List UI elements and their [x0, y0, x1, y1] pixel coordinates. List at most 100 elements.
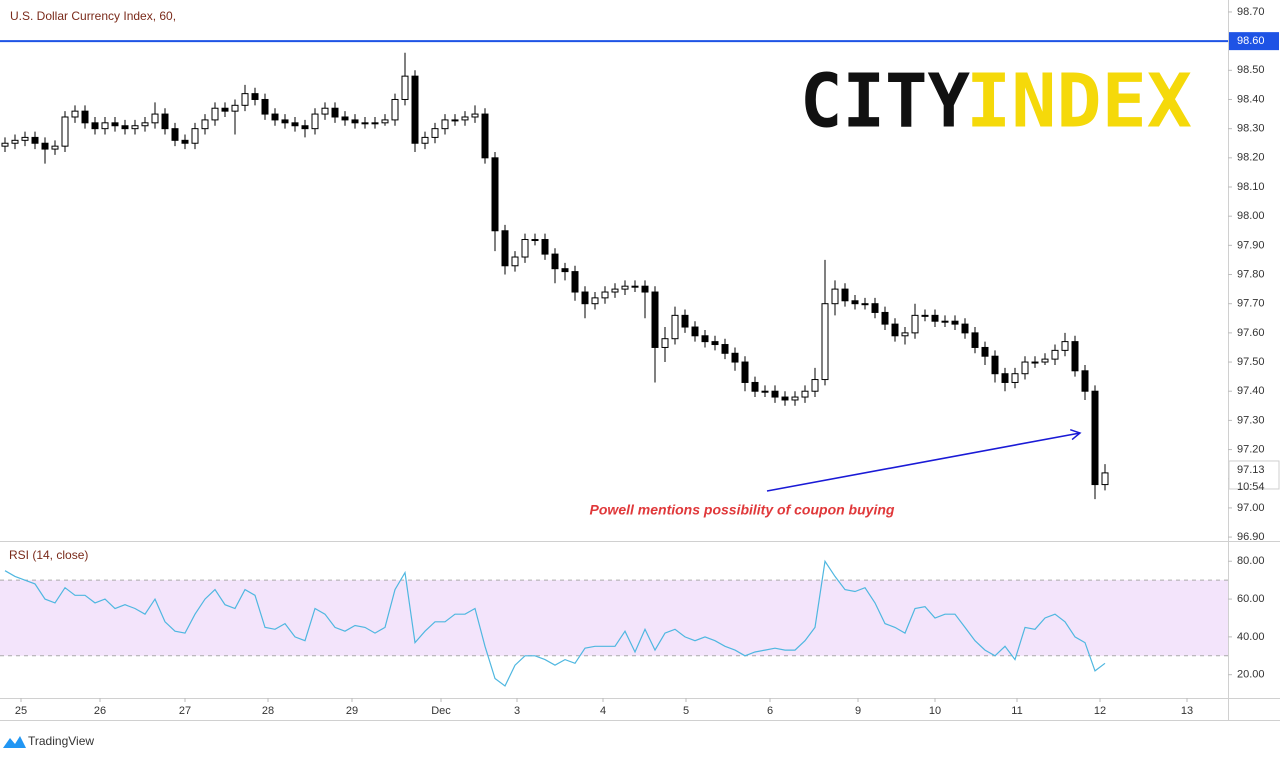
horizontal-line-label-box: [1229, 32, 1279, 51]
candle-body: [871, 303, 879, 313]
candle-body: [621, 285, 629, 290]
candle-body: [301, 125, 309, 130]
candle-body: [111, 122, 119, 127]
y-tick-label: 98.70: [1237, 6, 1265, 18]
candle-body: [931, 314, 939, 322]
candle-body: [511, 256, 519, 267]
candle-body: [941, 320, 949, 323]
logo: CITY INDEX: [800, 59, 1192, 145]
y-tick-label: 96.90: [1237, 531, 1265, 543]
y-tick-label: 98.10: [1237, 181, 1265, 193]
candle-body: [921, 314, 929, 317]
y-tick-label: 98.30: [1237, 123, 1265, 135]
y-tick-label: 97.20: [1237, 443, 1265, 455]
candle-body: [41, 142, 49, 150]
x-tick-label: 28: [262, 705, 274, 717]
candle-body: [851, 300, 859, 305]
candle-body: [261, 98, 269, 115]
candle-body: [481, 113, 489, 159]
candle-body: [321, 107, 329, 115]
x-tick-label: 3: [514, 705, 520, 717]
logo-right: INDEX: [966, 59, 1192, 145]
candle-body: [761, 390, 769, 393]
footer-text[interactable]: TradingView: [28, 734, 94, 748]
candle-body: [951, 320, 959, 325]
candle-body: [571, 271, 579, 293]
candle-body: [541, 239, 549, 255]
candle-body: [1101, 472, 1109, 486]
candle-body: [981, 346, 989, 357]
candle-body: [961, 323, 969, 334]
candle-body: [791, 396, 799, 401]
candle-body: [1021, 361, 1029, 375]
x-tick-label: 9: [855, 705, 861, 717]
candle-body: [1011, 373, 1019, 383]
rsi-pane: [0, 559, 1228, 687]
candle-body: [131, 125, 139, 130]
rsi-tick-label: 20.00: [1237, 669, 1265, 681]
candle-body: [701, 335, 709, 343]
annotation-arrow: [766, 429, 1082, 492]
candle-body: [861, 303, 869, 306]
candle-body: [771, 390, 779, 398]
footer-logo[interactable]: TradingView: [3, 734, 94, 748]
y-tick-label: 97.50: [1237, 356, 1265, 368]
candle-body: [1031, 361, 1039, 364]
candle-body: [991, 355, 999, 375]
logo-left: CITY: [800, 59, 970, 145]
candle-body: [101, 122, 109, 130]
candle-body: [371, 122, 379, 125]
horizontal-line-label: 98.60: [1237, 35, 1265, 47]
candle-body: [801, 390, 809, 398]
candle-body: [831, 288, 839, 305]
candle-body: [431, 128, 439, 138]
rsi-tick-label: 60.00: [1237, 593, 1265, 605]
candle-body: [421, 136, 429, 144]
candle-body: [461, 116, 469, 121]
candle-body: [381, 119, 389, 124]
x-tick-label: 27: [179, 705, 191, 717]
candle-body: [171, 128, 179, 141]
candle-body: [1081, 370, 1089, 392]
candle-body: [1041, 358, 1049, 363]
x-tick-label: 29: [346, 705, 358, 717]
last-price-label: 97.13: [1237, 464, 1265, 476]
candle-body: [731, 352, 739, 363]
candle-body: [551, 253, 559, 270]
candle-body: [181, 139, 189, 144]
candle-body: [561, 268, 569, 273]
indicator-title: RSI (14, close): [9, 548, 88, 562]
candle-body: [141, 122, 149, 127]
candle-body: [891, 323, 899, 337]
candle-body: [651, 291, 659, 348]
candle-body: [611, 288, 619, 293]
rsi-tick-label: 40.00: [1237, 631, 1265, 643]
candle-body: [1, 142, 9, 147]
candle-body: [711, 341, 719, 346]
candle-body: [401, 75, 409, 100]
candle-body: [601, 291, 609, 299]
candle-body: [351, 119, 359, 124]
candle-body: [31, 136, 39, 144]
candle-body: [1061, 341, 1069, 351]
y-tick-label: 98.40: [1237, 93, 1265, 105]
candle-body: [361, 122, 369, 125]
candle-body: [21, 136, 29, 141]
candle-body: [531, 239, 539, 242]
x-tick-label: 11: [1011, 705, 1022, 717]
candle-body: [501, 230, 509, 267]
x-tick-label: 10: [929, 705, 941, 717]
y-tick-label: 97.80: [1237, 268, 1265, 280]
countdown-label: 10:54: [1237, 481, 1265, 493]
candle-body: [901, 332, 909, 337]
candle-body: [691, 326, 699, 337]
candle-body: [641, 285, 649, 293]
y-tick-label: 98.50: [1237, 64, 1265, 76]
candle-body: [311, 113, 319, 130]
candle-body: [881, 311, 889, 325]
x-tick-label: 6: [767, 705, 773, 717]
candle-body: [221, 107, 229, 112]
